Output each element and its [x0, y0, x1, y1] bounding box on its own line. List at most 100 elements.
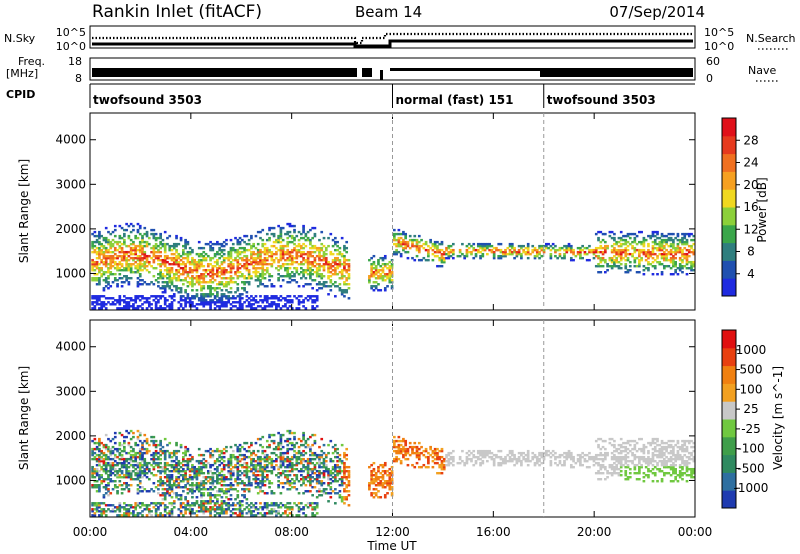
power-cell	[113, 262, 117, 266]
power-cell	[672, 258, 675, 262]
power-cell	[669, 273, 673, 276]
power-cell	[340, 293, 344, 296]
velocity-cell	[340, 469, 344, 473]
power-cell	[170, 244, 174, 248]
power-cell	[118, 234, 122, 238]
power-cell	[687, 234, 691, 238]
velocity-cell	[218, 471, 221, 475]
power-cell	[120, 254, 124, 258]
power-cell	[279, 240, 283, 244]
velocity-cell	[320, 449, 324, 453]
power-cell	[116, 283, 119, 286]
power-cell	[617, 260, 621, 264]
power-cell	[656, 232, 659, 236]
power-cell	[145, 230, 149, 234]
velocity-cell	[143, 504, 147, 507]
velocity-cell	[184, 453, 187, 457]
power-cell	[216, 271, 219, 274]
velocity-cell	[268, 510, 271, 513]
power-cell	[606, 268, 609, 272]
velocity-cell	[383, 469, 387, 473]
velocity-cell	[147, 461, 151, 465]
power-cell	[306, 260, 310, 264]
power-cell	[517, 252, 521, 256]
power-cell	[220, 297, 224, 300]
power-cell	[95, 295, 99, 298]
velocity-cell	[113, 469, 117, 473]
velocity-cell	[107, 504, 110, 507]
velocity-cell	[186, 500, 190, 503]
power-cell	[286, 222, 290, 226]
power-cell	[240, 250, 244, 254]
velocity-cell	[98, 486, 101, 489]
power-cell	[436, 244, 439, 248]
velocity-cell	[343, 461, 346, 465]
velocity-cell	[245, 461, 249, 465]
power-cell	[259, 256, 262, 260]
velocity-cell	[220, 506, 224, 509]
velocity-cell	[154, 508, 158, 511]
velocity-cell	[395, 445, 398, 449]
power-cell	[259, 281, 262, 284]
velocity-cell	[250, 469, 253, 473]
power-cell	[163, 256, 167, 260]
velocity-cell	[334, 492, 337, 495]
power-cell	[678, 258, 682, 262]
power-cell	[202, 264, 206, 268]
power-cell	[685, 242, 689, 246]
power-cell	[182, 307, 185, 310]
velocity-cell	[129, 478, 133, 481]
power-cell	[613, 232, 616, 236]
power-cell	[270, 285, 274, 288]
power-cell	[603, 271, 607, 274]
power-cell	[320, 277, 324, 280]
velocity-cell	[222, 490, 226, 493]
power-cell	[256, 260, 260, 264]
velocity-cell	[343, 453, 346, 457]
velocity-cell	[152, 490, 156, 493]
velocity-cell	[197, 467, 201, 471]
power-cell	[277, 240, 280, 244]
power-cell	[476, 248, 480, 252]
velocity-cell	[138, 473, 142, 477]
power-cell	[145, 256, 149, 260]
power-cell	[386, 266, 389, 270]
velocity-cell	[220, 510, 224, 513]
velocity-cell	[313, 478, 317, 481]
velocity-cell	[197, 486, 201, 489]
velocity-cell	[222, 467, 226, 471]
power-cell	[259, 299, 262, 302]
power-cell	[243, 246, 246, 250]
velocity-cell	[177, 494, 181, 497]
power-cell	[315, 297, 319, 300]
velocity-cell	[193, 484, 197, 487]
power-cell	[166, 242, 169, 246]
power-cell	[554, 254, 557, 258]
velocity-cell	[186, 463, 190, 467]
power-cell	[617, 264, 621, 268]
power-cell	[669, 236, 673, 240]
power-cell	[386, 262, 389, 266]
power-cell	[136, 248, 140, 252]
velocity-cell	[206, 500, 210, 503]
velocity-cell	[102, 486, 106, 489]
velocity-cell	[270, 433, 274, 437]
power-cell	[129, 222, 133, 226]
velocity-cell	[184, 484, 187, 487]
power-cell	[163, 246, 167, 250]
velocity-cell	[268, 512, 271, 515]
velocity-cell	[209, 482, 212, 485]
noise-panel: N.Sky 10^5 10^0 10^5 10^0 N.Search	[4, 25, 796, 53]
power-cell	[265, 262, 269, 266]
velocity-cell	[104, 447, 108, 451]
power-cell	[163, 258, 167, 262]
velocity-cell	[177, 475, 181, 479]
power-cell	[152, 258, 156, 262]
power-cell	[334, 248, 337, 252]
velocity-cell	[157, 463, 160, 467]
velocity-cell	[107, 475, 110, 479]
velocity-cell	[172, 463, 176, 467]
power-cell	[259, 254, 262, 258]
power-cell	[163, 281, 167, 284]
power-cell	[188, 268, 192, 272]
